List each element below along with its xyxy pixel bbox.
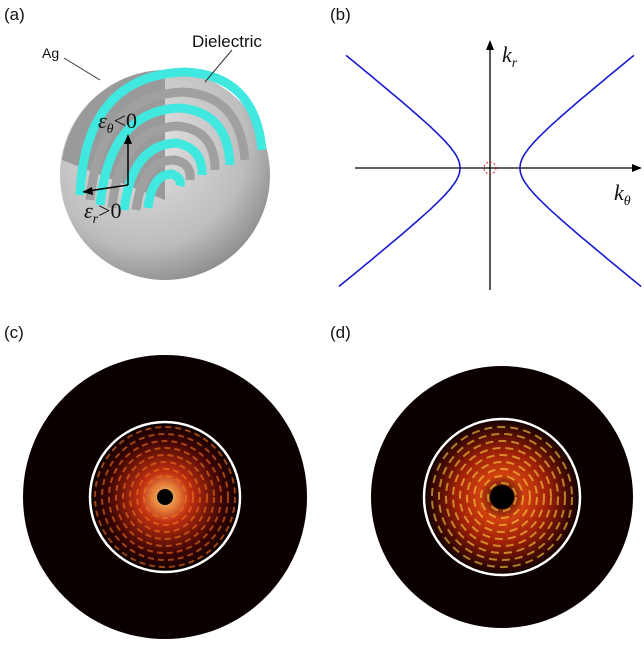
panel-label: (a) [4, 5, 25, 24]
field-map [371, 366, 633, 628]
symbol: ε [98, 108, 107, 133]
axis-label: kθ [614, 180, 631, 209]
permittivity-label: εθ<0 [98, 108, 137, 137]
subscript: r [512, 56, 518, 71]
material-label: Dielectric [192, 32, 262, 51]
axis-label: kr [502, 42, 518, 71]
permittivity-label: εr>0 [84, 198, 122, 227]
panel-label: (c) [4, 323, 24, 342]
panel-label: (b) [330, 5, 351, 24]
field-map [23, 355, 307, 639]
relation: <0 [114, 108, 137, 133]
relation: >0 [98, 198, 121, 223]
decoration [339, 55, 460, 286]
symbol: ε [84, 198, 93, 223]
dispersion-plot [339, 40, 642, 290]
figure: (a) (b) (c) (d) Ag Dielectric εθ<0 εr>0 … [0, 0, 644, 646]
subscript: θ [624, 194, 631, 209]
sphere-illustration [60, 50, 270, 280]
panel-label: (d) [330, 323, 351, 342]
material-label: Ag [42, 45, 59, 61]
decoration [520, 55, 641, 286]
